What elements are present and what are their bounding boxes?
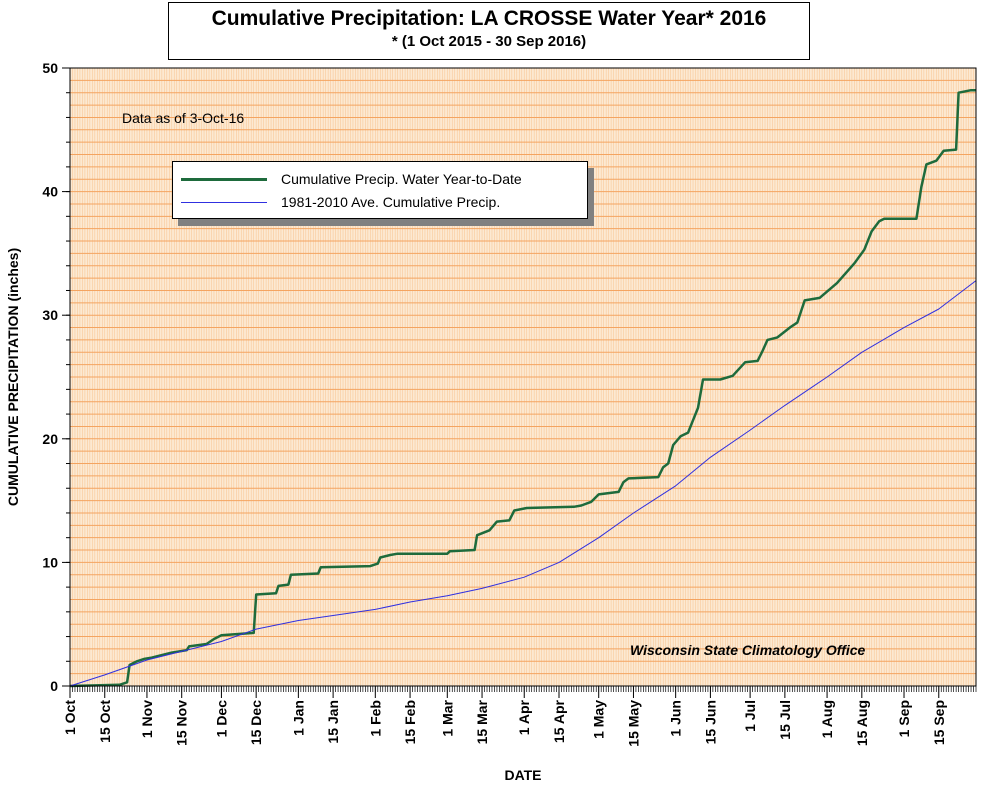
y-axis-ticks: 0 10 20 30 40 50 bbox=[42, 60, 70, 694]
x-tick-label: 15 Dec bbox=[248, 700, 264, 745]
data-date-note: Data as of 3-Oct-16 bbox=[122, 110, 245, 126]
x-tick-label: 1 Oct bbox=[62, 700, 78, 735]
x-tick-label: 15 Jul bbox=[777, 700, 793, 740]
y-tick-label: 50 bbox=[42, 60, 58, 76]
x-tick-label: 1 Jun bbox=[668, 700, 684, 737]
x-tick-label: 1 Jul bbox=[742, 700, 758, 732]
x-tick-label: 1 Nov bbox=[139, 700, 155, 738]
legend-swatch-normal bbox=[181, 201, 267, 203]
x-tick-label: 15 Nov bbox=[174, 700, 190, 746]
series-line-observed bbox=[69, 88, 976, 688]
series-layer bbox=[69, 88, 977, 688]
legend-swatch-observed bbox=[181, 177, 267, 181]
x-tick-label: 1 Aug bbox=[819, 700, 835, 738]
y-tick-label: 30 bbox=[42, 307, 58, 323]
x-tick-label: 15 Aug bbox=[854, 700, 870, 746]
chart-subtitle: * (1 Oct 2015 - 30 Sep 2016) bbox=[391, 33, 587, 50]
legend-label-normal: 1981-2010 Ave. Cumulative Precip. bbox=[281, 194, 501, 210]
x-tick-label: 1 Feb bbox=[367, 700, 383, 737]
legend-item-observed: Cumulative Precip. Water Year-to-Date bbox=[181, 169, 522, 189]
x-tick-label: 15 Jun bbox=[702, 700, 718, 744]
y-tick-label: 20 bbox=[42, 431, 58, 447]
x-tick-label: 15 Jan bbox=[325, 700, 341, 744]
x-tick-label: 1 Apr bbox=[516, 699, 532, 735]
series-line-normal bbox=[69, 280, 977, 687]
x-tick-label: 1 May bbox=[591, 700, 607, 739]
chart-title-box: Cumulative Precipitation: LA CROSSE Wate… bbox=[168, 2, 810, 60]
x-tick-label: 1 Jan bbox=[290, 700, 306, 736]
x-tick-label: 15 Mar bbox=[474, 699, 490, 744]
x-tick-label: 1 Dec bbox=[213, 700, 229, 738]
x-tick-label: 15 May bbox=[625, 700, 641, 747]
legend: Cumulative Precip. Water Year-to-Date 19… bbox=[172, 161, 588, 219]
x-tick-label: 15 Apr bbox=[551, 699, 567, 743]
plot-frame bbox=[69, 67, 977, 687]
x-tick-label: 15 Feb bbox=[402, 700, 418, 744]
x-axis-ticks: 1 Oct 15 Oct 1 Nov 15 Nov 1 Dec 15 Dec 1 Jan 15… bbox=[62, 686, 977, 747]
y-tick-label: 0 bbox=[50, 678, 58, 694]
x-tick-label: 15 Oct bbox=[97, 700, 113, 743]
x-tick-label: 15 Sep bbox=[931, 700, 947, 745]
x-tick-label: 1 Mar bbox=[439, 699, 455, 736]
credit-text: Wisconsin State Climatology Office bbox=[630, 642, 866, 658]
x-axis-label: DATE bbox=[504, 767, 541, 783]
legend-label-observed: Cumulative Precip. Water Year-to-Date bbox=[281, 171, 522, 187]
y-axis-label: CUMULATIVE PRECIPITATION (inches) bbox=[5, 248, 21, 506]
y-tick-label: 40 bbox=[42, 184, 58, 200]
x-tick-label: 1 Sep bbox=[896, 700, 912, 737]
chart-title: Cumulative Precipitation: LA CROSSE Wate… bbox=[211, 7, 767, 30]
legend-item-normal: 1981-2010 Ave. Cumulative Precip. bbox=[181, 192, 500, 212]
y-tick-label: 10 bbox=[42, 554, 58, 570]
